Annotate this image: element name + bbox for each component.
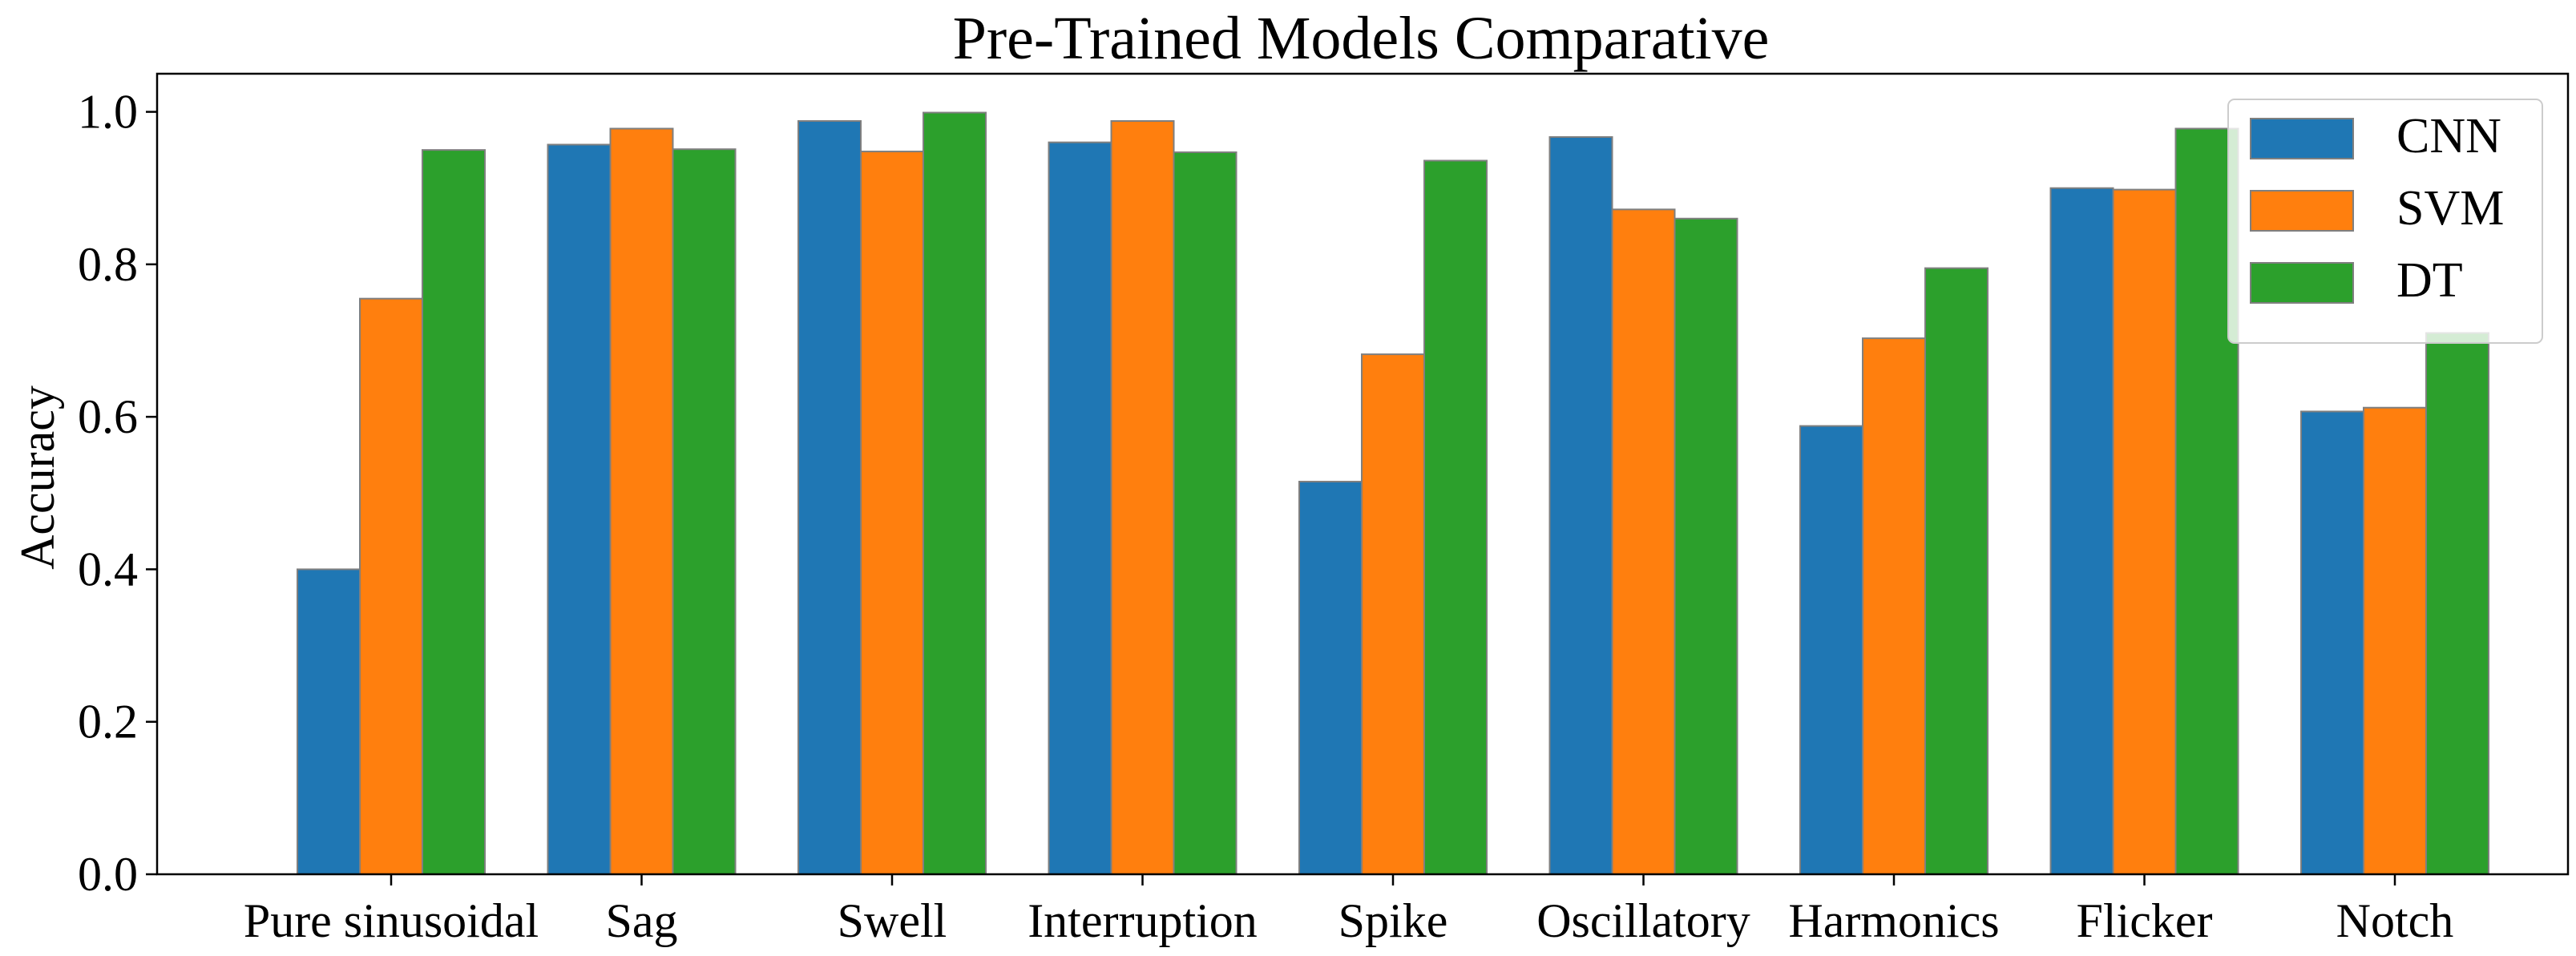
y-tick-label: 0.8 xyxy=(78,238,138,291)
bar-dt-1 xyxy=(672,148,737,876)
bar-svm-7 xyxy=(2112,188,2177,876)
y-axis-label: Accuracy xyxy=(11,385,64,570)
bar-dt-0 xyxy=(422,149,486,875)
x-tick-label: Swell xyxy=(838,894,947,947)
y-tick-label: 0.0 xyxy=(78,848,138,901)
legend-swatch-svm xyxy=(2250,190,2354,232)
y-tick-label: 0.6 xyxy=(78,390,138,443)
bar-dt-3 xyxy=(1173,151,1238,876)
bar-cnn-3 xyxy=(1048,141,1112,875)
legend-label-cnn: CNN xyxy=(2396,109,2501,163)
plot-frame xyxy=(155,72,2570,876)
bar-cnn-4 xyxy=(1298,481,1363,875)
bar-cnn-0 xyxy=(297,568,361,876)
x-tick-label: Notch xyxy=(2336,894,2454,947)
x-tick-label: Flicker xyxy=(2077,894,2213,947)
bar-dt-6 xyxy=(1924,267,1989,876)
x-tick-label: Spike xyxy=(1338,894,1448,947)
legend-label-dt: DT xyxy=(2396,253,2463,308)
bar-svm-0 xyxy=(359,297,423,875)
bar-dt-2 xyxy=(923,111,987,876)
legend: CNN SVM DT xyxy=(2227,99,2543,344)
x-ticks: Pure sinusoidal Sag Swell Interruption Spike… xyxy=(244,874,2453,947)
bar-cnn-5 xyxy=(1548,135,1613,875)
bar-svm-2 xyxy=(860,151,924,875)
bar-cnn-7 xyxy=(2049,187,2114,875)
bar-dt-5 xyxy=(1674,217,1738,875)
bar-cnn-8 xyxy=(2300,410,2364,875)
legend-swatch-cnn xyxy=(2250,118,2354,159)
y-tick-label: 0.4 xyxy=(78,543,138,595)
bar-svm-5 xyxy=(1611,208,1676,875)
y-tick-label: 1.0 xyxy=(78,86,138,139)
bar-dt-8 xyxy=(2425,332,2489,875)
chart-title: Pre-Trained Models Comparative xyxy=(953,5,1770,72)
x-tick-label: Sag xyxy=(606,894,678,947)
y-tick-label: 0.2 xyxy=(78,696,138,748)
bar-svm-1 xyxy=(609,127,674,875)
bar-cnn-2 xyxy=(797,119,862,875)
y-ticks: 0.0 0.2 0.4 0.6 0.8 1.0 xyxy=(78,86,157,901)
x-tick-label: Interruption xyxy=(1028,894,1258,947)
bar-dt-4 xyxy=(1423,159,1488,876)
bar-cnn-1 xyxy=(547,143,612,876)
bar-cnn-6 xyxy=(1799,425,1863,875)
x-tick-label: Harmonics xyxy=(1788,894,1999,947)
legend-swatch-dt xyxy=(2250,262,2354,304)
legend-label-svm: SVM xyxy=(2396,181,2504,236)
bar-svm-4 xyxy=(1361,353,1425,875)
bar-svm-6 xyxy=(1862,337,1926,876)
x-tick-label: Pure sinusoidal xyxy=(244,894,539,947)
bar-svm-3 xyxy=(1110,119,1175,875)
bars-layer xyxy=(297,111,2489,876)
bar-svm-8 xyxy=(2363,406,2427,875)
x-tick-label: Oscillatory xyxy=(1536,894,1750,947)
